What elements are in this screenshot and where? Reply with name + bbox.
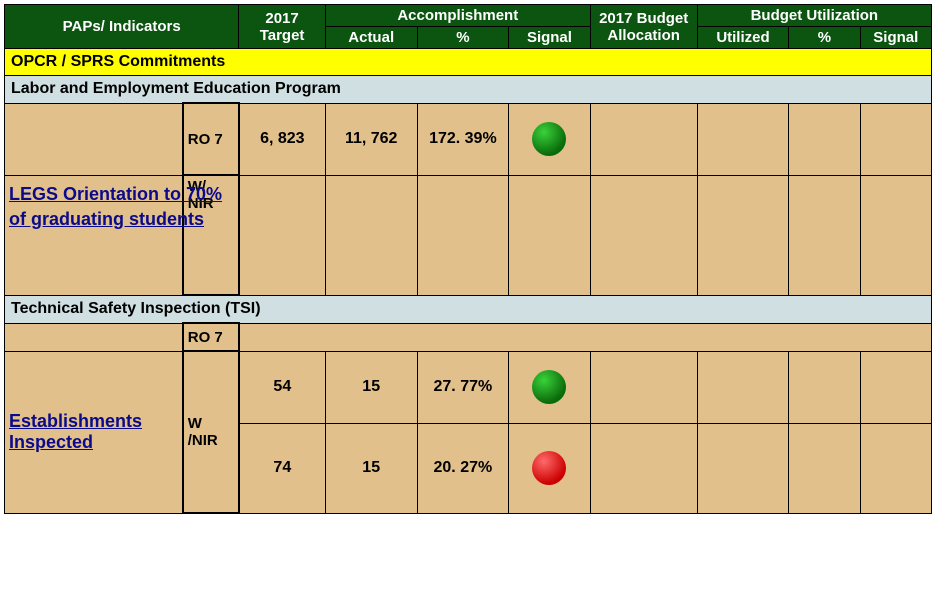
leep-util-percent	[789, 103, 860, 175]
legs-budget-alloc	[590, 175, 697, 295]
leep-region-ro7: RO 7	[183, 103, 239, 175]
legs-util-percent	[789, 175, 860, 295]
section-opcr: OPCR / SPRS Commitments	[5, 49, 932, 76]
legs-signal	[509, 175, 591, 295]
signal-dot-green-icon	[532, 122, 566, 156]
col-percent2: %	[789, 27, 860, 49]
tsi-row-label	[5, 323, 183, 351]
col-signal: Signal	[509, 27, 591, 49]
col-utilized: Utilized	[697, 27, 789, 49]
tsi-r1-actual: 15	[325, 351, 417, 423]
leep-signal-cell	[509, 103, 591, 175]
tsi-r1-signal-cell	[509, 351, 591, 423]
leep-utilized	[697, 103, 789, 175]
tsi-r1-util-percent	[789, 351, 860, 423]
tsi-r1-budget-alloc	[590, 351, 697, 423]
section-tsi: Technical Safety Inspection (TSI)	[5, 295, 932, 323]
tsi-link[interactable]: Establishments Inspected	[9, 411, 142, 452]
tsi-r2-util-signal	[860, 423, 931, 513]
grp-accomplishment: Accomplishment	[325, 5, 590, 27]
section-leep: Labor and Employment Education Program	[5, 76, 932, 104]
signal-dot-red-icon	[532, 451, 566, 485]
tsi-ro7-span	[239, 323, 932, 351]
grp-budget-util: Budget Utilization	[697, 5, 931, 27]
tsi-r2-actual: 15	[325, 423, 417, 513]
leep-target: 6, 823	[239, 103, 326, 175]
tsi-r2-budget-alloc	[590, 423, 697, 513]
tsi-r2-signal-cell	[509, 423, 591, 513]
legs-actual	[325, 175, 417, 295]
col-percent: %	[417, 27, 509, 49]
legs-link[interactable]: LEGS Orientation to 70% of graduating st…	[9, 182, 239, 232]
leep-util-signal	[860, 103, 931, 175]
indicators-table: PAPs/ Indicators 2017 Target Accomplishm…	[4, 4, 932, 514]
tsi-r2-target: 74	[239, 423, 326, 513]
col-actual: Actual	[325, 27, 417, 49]
col-paps: PAPs/ Indicators	[5, 5, 239, 49]
legs-utilized	[697, 175, 789, 295]
col-signal2: Signal	[860, 27, 931, 49]
tsi-r2-percent: 20. 27%	[417, 423, 509, 513]
col-target: 2017 Target	[239, 5, 326, 49]
leep-actual: 11, 762	[325, 103, 417, 175]
tsi-r1-utilized	[697, 351, 789, 423]
legs-percent	[417, 175, 509, 295]
tsi-region-wnir: W /NIR	[183, 351, 239, 513]
tsi-region-ro7: RO 7	[183, 323, 239, 351]
tsi-link-cell: Establishments Inspected	[5, 351, 183, 513]
leep-budget-alloc	[590, 103, 697, 175]
tsi-r2-utilized	[697, 423, 789, 513]
tsi-r1-target: 54	[239, 351, 326, 423]
tsi-r1-util-signal	[860, 351, 931, 423]
leep-row-label	[5, 103, 183, 175]
tsi-r1-percent: 27. 77%	[417, 351, 509, 423]
legs-target	[239, 175, 326, 295]
col-budget-alloc: 2017 Budget Allocation	[590, 5, 697, 49]
leep-percent: 172. 39%	[417, 103, 509, 175]
signal-dot-green-icon	[532, 370, 566, 404]
tsi-r2-util-percent	[789, 423, 860, 513]
legs-util-signal	[860, 175, 931, 295]
legs-link-cell: LEGS Orientation to 70% of graduating st…	[5, 175, 183, 295]
